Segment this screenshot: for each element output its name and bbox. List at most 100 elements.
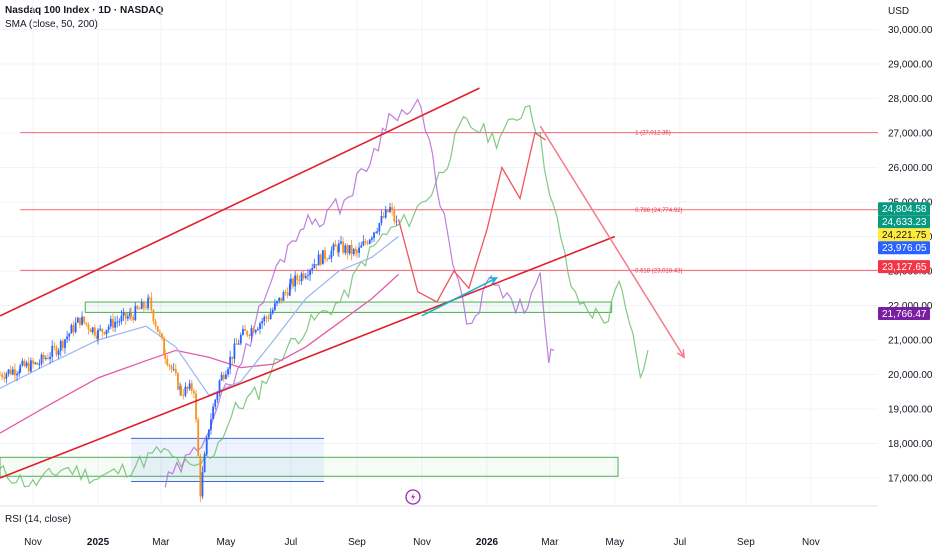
x-tick-label: Jul — [673, 537, 686, 548]
candle-body — [252, 328, 255, 333]
candle-body — [38, 363, 41, 365]
candle-body — [70, 325, 73, 334]
candle-body — [242, 329, 244, 335]
candle-body — [286, 292, 289, 296]
candle-body — [1, 374, 4, 378]
price-axis[interactable]: 17,000.00 18,000.00 19,000.00 20,000.00 21,0… — [888, 25, 932, 485]
candle-body — [182, 394, 185, 396]
candle-body — [203, 454, 206, 473]
x-tick-label: Nov — [413, 537, 431, 548]
y-tick-label: 29,000.00 — [888, 60, 932, 71]
candle-body — [239, 334, 242, 344]
fib-label: 1 (27,012.35) — [635, 131, 671, 137]
x-tick-label: Sep — [737, 537, 755, 548]
arrow-head — [676, 349, 686, 359]
candle-body — [364, 241, 367, 243]
candle-body — [107, 326, 110, 330]
candle-body — [292, 278, 294, 287]
candle-body — [164, 353, 167, 359]
x-tick-label: Nov — [24, 537, 42, 548]
candle-body — [177, 373, 179, 390]
candle-body — [207, 429, 210, 438]
y-tick-label: 27,000.00 — [888, 129, 932, 140]
candle-body — [179, 386, 181, 390]
candle-body — [313, 264, 316, 269]
candle-body — [105, 329, 108, 335]
candle-body — [40, 354, 43, 364]
x-tick-label: 2025 — [87, 537, 110, 548]
candle-body — [64, 339, 66, 348]
sma50-line — [0, 236, 399, 396]
y-tick-label: 26,000.00 — [888, 163, 932, 174]
candle-body — [267, 317, 270, 320]
candle-body — [280, 297, 283, 301]
candle-body — [132, 316, 135, 321]
candle-body — [30, 360, 32, 372]
candle-body — [393, 210, 396, 222]
y-tick-label: 30,000.00 — [888, 25, 932, 36]
candle-body — [44, 357, 47, 360]
candle-body — [382, 215, 385, 218]
arrow-line — [539, 125, 685, 358]
candle-body — [290, 278, 292, 284]
sma200-line — [0, 273, 399, 434]
candle-body — [336, 246, 339, 253]
candle-body — [368, 239, 371, 244]
candle-body — [360, 245, 363, 248]
candle-body — [355, 249, 357, 251]
candle-body — [302, 273, 305, 279]
candle-body — [356, 250, 358, 253]
candle-body — [344, 245, 347, 253]
candle-body — [19, 365, 22, 373]
candle-body — [124, 312, 127, 319]
price-tag-label: 24,221.75 — [882, 230, 927, 241]
candle-body — [23, 360, 26, 367]
time-axis[interactable]: Nov 2025 Mar May Jul Sep Nov 2026 Mar May Jul Sep No… — [24, 537, 820, 548]
candle-body — [304, 276, 307, 279]
indicator-label[interactable]: SMA (close, 50, 200) — [5, 19, 98, 30]
y-tick-label: 21,000.00 — [888, 336, 932, 347]
candle-body — [348, 245, 351, 254]
candle-body — [72, 325, 75, 333]
candle-body — [233, 343, 236, 359]
lightning-icon[interactable] — [405, 489, 421, 505]
candle-body — [36, 362, 39, 365]
rsi-pane-label[interactable]: RSI (14, close) — [5, 514, 72, 525]
candle-body — [126, 316, 129, 319]
candle-body — [47, 357, 49, 359]
y-tick-label: 28,000.00 — [888, 94, 932, 105]
candle-body — [391, 207, 394, 211]
candle-body — [136, 306, 139, 309]
candle-body — [229, 356, 232, 369]
candle-body — [298, 279, 301, 282]
candle-body — [395, 221, 398, 222]
candle-body — [142, 301, 145, 308]
candle-body — [101, 328, 104, 332]
trend-channel — [0, 87, 616, 479]
candle-body — [210, 419, 212, 430]
candle-body — [389, 207, 391, 212]
candle-body — [116, 321, 119, 323]
candle-body — [134, 306, 137, 321]
candle-body — [76, 317, 79, 323]
candle-body — [16, 373, 18, 376]
candle-body — [195, 393, 197, 420]
candle-body — [103, 331, 106, 335]
candle-body — [148, 297, 151, 299]
channel-upper-line — [0, 87, 480, 317]
candle-body — [32, 360, 34, 364]
candle-body — [375, 231, 378, 233]
candle-body — [352, 249, 355, 255]
zone-box — [84, 301, 613, 313]
arrow-head — [488, 277, 499, 285]
candle-body — [150, 297, 153, 311]
y-tick-label: 22,000.00 — [888, 301, 932, 312]
candle-body — [59, 341, 62, 351]
candle-body — [99, 328, 102, 330]
candle-body — [34, 362, 37, 364]
candle-body — [265, 316, 268, 318]
candle-body — [362, 241, 365, 246]
candle-body — [96, 335, 98, 339]
candle-body — [21, 360, 24, 366]
